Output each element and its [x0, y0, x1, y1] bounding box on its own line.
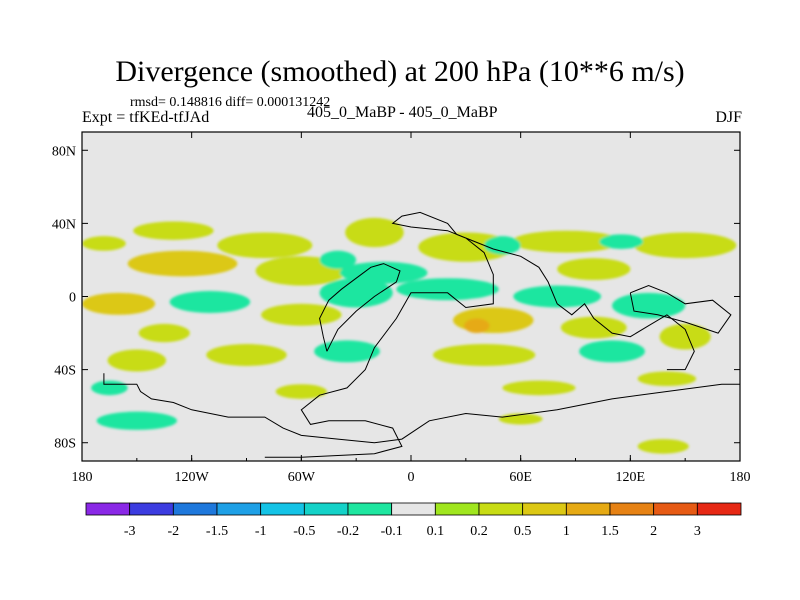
colorbar-label: 1.5 [601, 524, 619, 539]
anomaly-region [107, 349, 167, 372]
anomaly-region [599, 234, 644, 249]
anomaly-region [169, 291, 251, 313]
colorbar-label: -0.5 [293, 524, 315, 539]
colorbar-swatch [391, 502, 436, 516]
colorbar-label: 1 [563, 524, 570, 539]
anomaly-region [275, 384, 327, 399]
anomaly-region [560, 316, 627, 339]
anomaly-region [432, 344, 536, 366]
x-tick-label: 60W [288, 470, 316, 485]
x-tick-label: 120W [175, 470, 210, 485]
anomaly-region [138, 323, 190, 343]
experiment-label: Expt = tfKEd-tfJAd [82, 109, 210, 126]
colorbar-label: 0.5 [514, 524, 532, 539]
plot-title: Divergence (smoothed) at 200 hPa (10**6 … [115, 55, 685, 88]
x-tick-label: 0 [408, 470, 415, 485]
colorbar-swatch [696, 502, 742, 516]
anomaly-region [464, 318, 490, 334]
colorbar-label: 2 [650, 524, 657, 539]
anomaly-region [319, 278, 393, 308]
anomaly-region [637, 439, 689, 454]
divergence-field [82, 217, 737, 454]
x-tick-label: 120E [616, 470, 646, 485]
coastline [629, 284, 732, 334]
anomaly-region [345, 217, 404, 248]
colorbar-label: -3 [124, 524, 136, 539]
anomaly-region [127, 250, 238, 277]
y-tick-label: 40S [54, 364, 76, 379]
coastline [319, 263, 401, 352]
colorbar-label: 0.1 [427, 524, 445, 539]
x-axis: 180 120W 60W 0 60E 120E 180 [72, 132, 751, 485]
colorbar-swatch [129, 502, 174, 516]
x-tick-label: 180 [72, 470, 93, 485]
colorbar-swatch [172, 502, 218, 516]
anomaly-region [557, 258, 631, 281]
anomaly-region [633, 232, 737, 259]
colorbar-label: -1.5 [206, 524, 228, 539]
anomaly-region [339, 261, 428, 284]
colorbar-swatch [565, 502, 611, 516]
colorbar: -3 -2 -1.5 -1 -0.5 -0.2 -0.1 0.1 0.2 0.5 1 1.5 2 3 [85, 502, 742, 539]
colorbar-swatch [522, 502, 567, 516]
coastline [103, 373, 740, 444]
colorbar-label: -0.1 [381, 524, 403, 539]
colorbar-label: 0.2 [470, 524, 488, 539]
anomaly-region [261, 303, 342, 326]
colorbar-label: -1 [255, 524, 267, 539]
colorbar-swatch [653, 502, 698, 516]
anomaly-region [484, 236, 521, 255]
colorbar-swatch [609, 502, 655, 516]
anomaly-region [314, 340, 380, 363]
colorbar-swatch [260, 502, 305, 516]
anomaly-region [637, 371, 697, 387]
colorbar-swatch [216, 502, 262, 516]
y-tick-label: 40N [52, 217, 76, 232]
anomaly-region [612, 292, 686, 319]
coastline [264, 211, 695, 458]
x-tick-label: 180 [730, 470, 751, 485]
colorbar-label: -2 [167, 524, 179, 539]
y-tick-label: 80N [52, 144, 76, 159]
stats-label: rmsd= 0.148816 diff= 0.000131242 [130, 95, 331, 110]
anomaly-region [91, 380, 128, 396]
anomaly-region [453, 307, 534, 334]
anomaly-region [96, 411, 178, 430]
colorbar-label: 3 [694, 524, 701, 539]
colorbar-swatch [85, 502, 131, 516]
anomaly-region [579, 340, 645, 363]
anomaly-region [396, 278, 499, 301]
colorbar-swatch [347, 502, 393, 516]
anomaly-region [502, 380, 576, 396]
anomaly-region [511, 230, 622, 253]
colorbar-swatch [303, 502, 349, 516]
anomaly-region [133, 221, 214, 240]
case-label: 405_0_MaBP - 405_0_MaBP [307, 104, 498, 121]
anomaly-region [217, 232, 313, 259]
anomaly-region [319, 250, 357, 270]
anomaly-region [206, 344, 287, 366]
coastlines [103, 211, 740, 458]
colorbar-swatch [478, 502, 524, 516]
anomaly-region [513, 285, 602, 308]
season-label: DJF [715, 109, 742, 126]
anomaly-region [659, 323, 711, 350]
anomaly-region [82, 292, 156, 315]
y-tick-label: 0 [69, 291, 76, 306]
colorbar-swatch [434, 502, 480, 516]
x-tick-label: 60E [509, 470, 532, 485]
colorbar-label: -0.2 [337, 524, 359, 539]
y-tick-label: 80S [54, 437, 76, 452]
y-axis: 80N 40N 0 40S 80S [52, 144, 740, 452]
anomaly-region [82, 236, 126, 251]
